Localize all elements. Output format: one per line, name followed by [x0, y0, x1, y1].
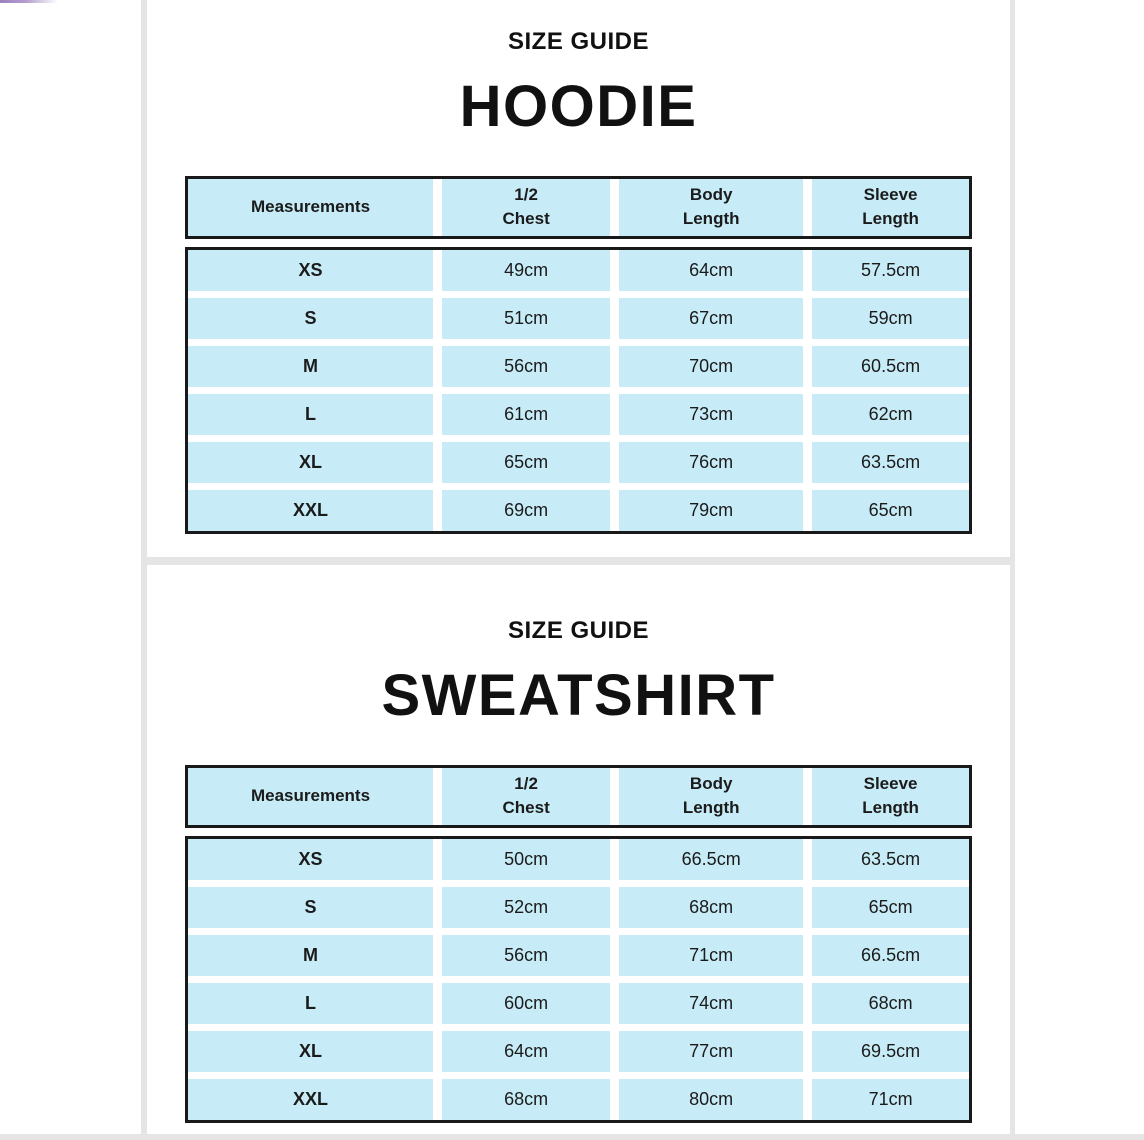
measurement-value-cell: 63.5cm	[812, 838, 969, 880]
table-header-row: Measurements 1/2 Chest Body Length Sleeve L…	[185, 175, 972, 239]
size-label-cell: L	[188, 393, 434, 435]
measurement-value-cell: 71cm	[619, 934, 804, 976]
measurement-value-cell: 50cm	[442, 838, 611, 880]
measurement-value-cell: 49cm	[442, 249, 611, 291]
measurement-value-cell: 68cm	[619, 886, 804, 928]
column-header-cell: Measurements	[188, 767, 434, 825]
size-guide-section-sweatshirt: SIZE GUIDE SWEATSHIRT Measurements 1/2 Ch…	[147, 565, 1010, 1134]
column-header-cell: Sleeve Length	[812, 178, 969, 236]
measurement-value-cell: 56cm	[442, 934, 611, 976]
measurement-value-cell: 65cm	[812, 886, 969, 928]
measurement-value-cell: 61cm	[442, 393, 611, 435]
size-label-cell: M	[188, 345, 434, 387]
measurement-value-cell: 64cm	[442, 1030, 611, 1072]
table-row: XXL 68cm 80cm 71cm	[188, 1078, 969, 1120]
size-label-cell: S	[188, 297, 434, 339]
left-page-gutter	[141, 0, 147, 1134]
table-row: XL 65cm 76cm 63.5cm	[188, 441, 969, 483]
size-label-cell: M	[188, 934, 434, 976]
measurement-value-cell: 66.5cm	[619, 838, 804, 880]
measurement-value-cell: 79cm	[619, 489, 804, 531]
section-eyebrow: SIZE GUIDE	[507, 28, 650, 55]
size-label-cell: S	[188, 886, 434, 928]
table-body: XS 49cm 64cm 57.5cm S 51cm 67cm 59cm M 56cm 70cm 60…	[185, 246, 972, 534]
size-label-cell: XXL	[188, 489, 434, 531]
size-label-cell: XS	[188, 249, 434, 291]
size-guide-section-hoodie: SIZE GUIDE HOODIE Measurements 1/2 Chest B…	[147, 0, 1010, 557]
size-label-cell: XXL	[188, 1078, 434, 1120]
measurement-value-cell: 66.5cm	[812, 934, 969, 976]
table-row: XXL 69cm 79cm 65cm	[188, 489, 969, 531]
size-label-cell: XL	[188, 1030, 434, 1072]
table-row: M 56cm 71cm 66.5cm	[188, 934, 969, 976]
measurement-value-cell: 71cm	[812, 1078, 969, 1120]
right-page-gutter	[1010, 0, 1015, 1134]
measurement-value-cell: 57.5cm	[812, 249, 969, 291]
column-header-cell: Body Length	[619, 178, 804, 236]
measurement-value-cell: 63.5cm	[812, 441, 969, 483]
measurement-value-cell: 74cm	[619, 982, 804, 1024]
size-label-cell: XL	[188, 441, 434, 483]
measurement-value-cell: 73cm	[619, 393, 804, 435]
size-table: Measurements 1/2 Chest Body Length Sleeve L…	[185, 764, 972, 1123]
measurement-value-cell: 65cm	[442, 441, 611, 483]
table-row: XL 64cm 77cm 69.5cm	[188, 1030, 969, 1072]
column-header-cell: 1/2 Chest	[442, 178, 611, 236]
table-body: XS 50cm 66.5cm 63.5cm S 52cm 68cm 65cm M 56cm 71cm…	[185, 835, 972, 1123]
measurement-value-cell: 67cm	[619, 297, 804, 339]
table-header-row: Measurements 1/2 Chest Body Length Sleeve L…	[185, 764, 972, 828]
measurement-value-cell: 64cm	[619, 249, 804, 291]
table-row: M 56cm 70cm 60.5cm	[188, 345, 969, 387]
column-header-cell: Body Length	[619, 767, 804, 825]
column-header-cell: Sleeve Length	[812, 767, 969, 825]
measurement-value-cell: 70cm	[619, 345, 804, 387]
measurement-value-cell: 60cm	[442, 982, 611, 1024]
table-row: XS 50cm 66.5cm 63.5cm	[188, 838, 969, 880]
column-header-cell: 1/2 Chest	[442, 767, 611, 825]
measurement-value-cell: 68cm	[812, 982, 969, 1024]
table-row: L 60cm 74cm 68cm	[188, 982, 969, 1024]
measurement-value-cell: 65cm	[812, 489, 969, 531]
measurement-value-cell: 68cm	[442, 1078, 611, 1120]
measurement-value-cell: 56cm	[442, 345, 611, 387]
column-header-cell: Measurements	[188, 178, 434, 236]
measurement-value-cell: 60.5cm	[812, 345, 969, 387]
section-title: HOODIE	[459, 73, 698, 139]
accent-line	[0, 0, 58, 3]
measurement-value-cell: 62cm	[812, 393, 969, 435]
measurement-value-cell: 69.5cm	[812, 1030, 969, 1072]
table-row: S 51cm 67cm 59cm	[188, 297, 969, 339]
table-row: S 52cm 68cm 65cm	[188, 886, 969, 928]
measurement-value-cell: 69cm	[442, 489, 611, 531]
section-divider	[141, 557, 1015, 565]
table-row: XS 49cm 64cm 57.5cm	[188, 249, 969, 291]
table-row: L 61cm 73cm 62cm	[188, 393, 969, 435]
measurement-value-cell: 52cm	[442, 886, 611, 928]
measurement-value-cell: 76cm	[619, 441, 804, 483]
bottom-page-gutter	[0, 1134, 1144, 1140]
size-label-cell: XS	[188, 838, 434, 880]
section-title: SWEATSHIRT	[381, 662, 776, 728]
measurement-value-cell: 51cm	[442, 297, 611, 339]
measurement-value-cell: 80cm	[619, 1078, 804, 1120]
measurement-value-cell: 59cm	[812, 297, 969, 339]
measurement-value-cell: 77cm	[619, 1030, 804, 1072]
size-label-cell: L	[188, 982, 434, 1024]
section-eyebrow: SIZE GUIDE	[507, 617, 650, 644]
size-table: Measurements 1/2 Chest Body Length Sleeve L…	[185, 175, 972, 534]
